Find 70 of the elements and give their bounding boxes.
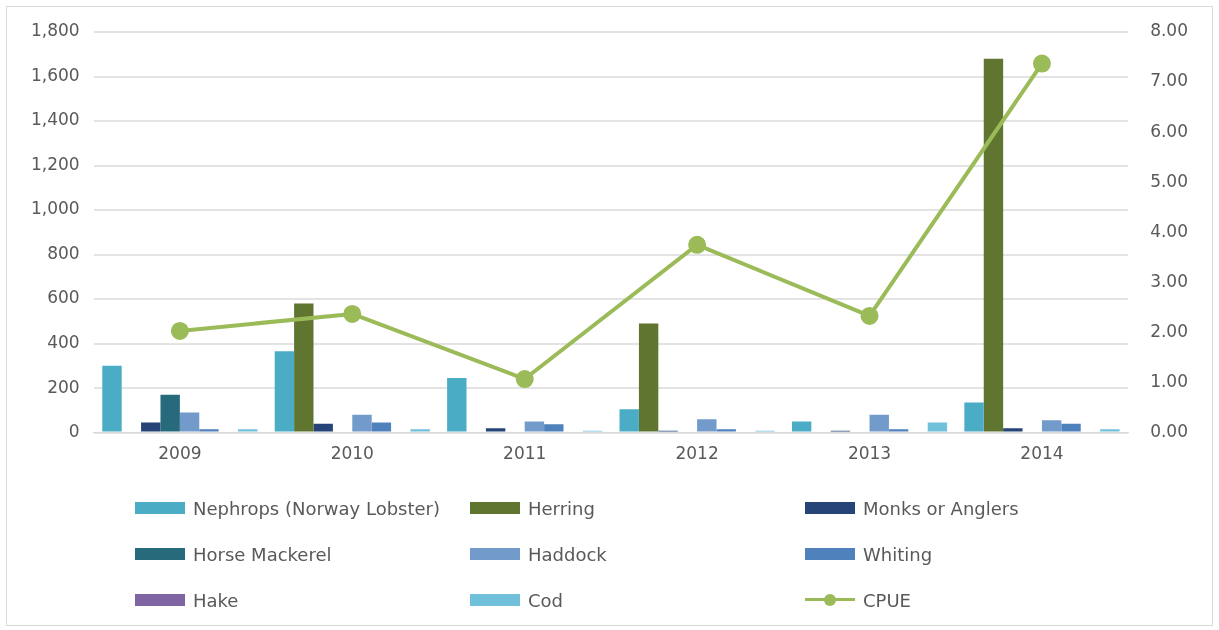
bar — [524, 421, 545, 432]
x-tick-label: 2011 — [503, 443, 547, 464]
bar — [313, 423, 333, 432]
bar — [294, 303, 314, 432]
y-tick-label: 1,400 — [31, 109, 80, 130]
bar — [238, 429, 258, 432]
x-tick-label: 2012 — [675, 443, 719, 464]
y-tick-label: 1,600 — [31, 64, 80, 85]
bar — [199, 429, 219, 432]
point — [1032, 54, 1051, 73]
legend-label: Whiting — [863, 543, 933, 565]
bar — [869, 414, 889, 432]
y-tick-label: 1,200 — [31, 153, 80, 174]
bar — [160, 394, 180, 432]
bar — [371, 422, 392, 432]
bar — [619, 409, 639, 432]
bar — [1061, 423, 1081, 432]
y2-tick-label: 8.00 — [1150, 20, 1189, 41]
y2-tick-label: 2.00 — [1150, 320, 1189, 341]
bar — [927, 422, 948, 432]
y2-tick-label: 7.00 — [1150, 70, 1189, 91]
y-tick-label: 200 — [47, 376, 80, 397]
bar — [1041, 420, 1062, 432]
point — [860, 306, 879, 325]
legend-label: CPUE — [863, 589, 911, 611]
bar — [983, 58, 1004, 432]
point — [170, 321, 189, 340]
y-tick-label: 1,800 — [31, 20, 80, 41]
legend-label: Nephrops (Norway Lobster) — [193, 497, 441, 519]
bar — [102, 365, 122, 432]
bar — [544, 424, 564, 432]
y-tick-label: 600 — [47, 287, 80, 308]
y2-tick-label: 1.00 — [1150, 370, 1189, 391]
y2-tick-label: 4.00 — [1150, 220, 1189, 241]
y-tick-label: 400 — [47, 332, 80, 352]
x-tick-label: 2013 — [847, 443, 892, 464]
bar — [485, 428, 506, 432]
legend-label: Hake — [193, 589, 239, 611]
bar — [1100, 429, 1120, 432]
bar — [888, 429, 909, 432]
bar — [447, 378, 467, 432]
bar — [141, 422, 161, 432]
legend-label: Horse Mackerel — [193, 543, 332, 565]
y-tick-label: 1,000 — [31, 198, 80, 219]
y2-tick-label: 0.00 — [1150, 421, 1189, 442]
legend-label: Herring — [528, 497, 595, 519]
y-tick-label: 800 — [47, 242, 80, 263]
bar — [1003, 428, 1023, 432]
y2-tick-label: 5.00 — [1150, 170, 1189, 191]
bar — [697, 419, 717, 432]
point — [515, 370, 534, 389]
y2-tick-label: 3.00 — [1150, 270, 1189, 291]
x-tick-label: 2010 — [330, 443, 374, 464]
bar — [791, 421, 812, 432]
legend-label: Haddock — [528, 543, 607, 565]
x-tick-label: 2014 — [1020, 443, 1064, 464]
bar — [179, 412, 200, 432]
bar — [716, 429, 736, 432]
point — [688, 235, 707, 254]
point — [343, 304, 362, 323]
x-tick-label: 2009 — [158, 443, 202, 464]
legend-label: Monks or Anglers — [863, 497, 1019, 519]
bar — [638, 323, 659, 432]
bar — [274, 351, 295, 432]
bar — [410, 429, 430, 432]
y2-tick-label: 6.00 — [1150, 120, 1189, 141]
bar — [352, 414, 372, 432]
bar — [964, 402, 984, 432]
legend-label: Cod — [528, 589, 564, 611]
y-tick-label: 0 — [68, 421, 80, 442]
